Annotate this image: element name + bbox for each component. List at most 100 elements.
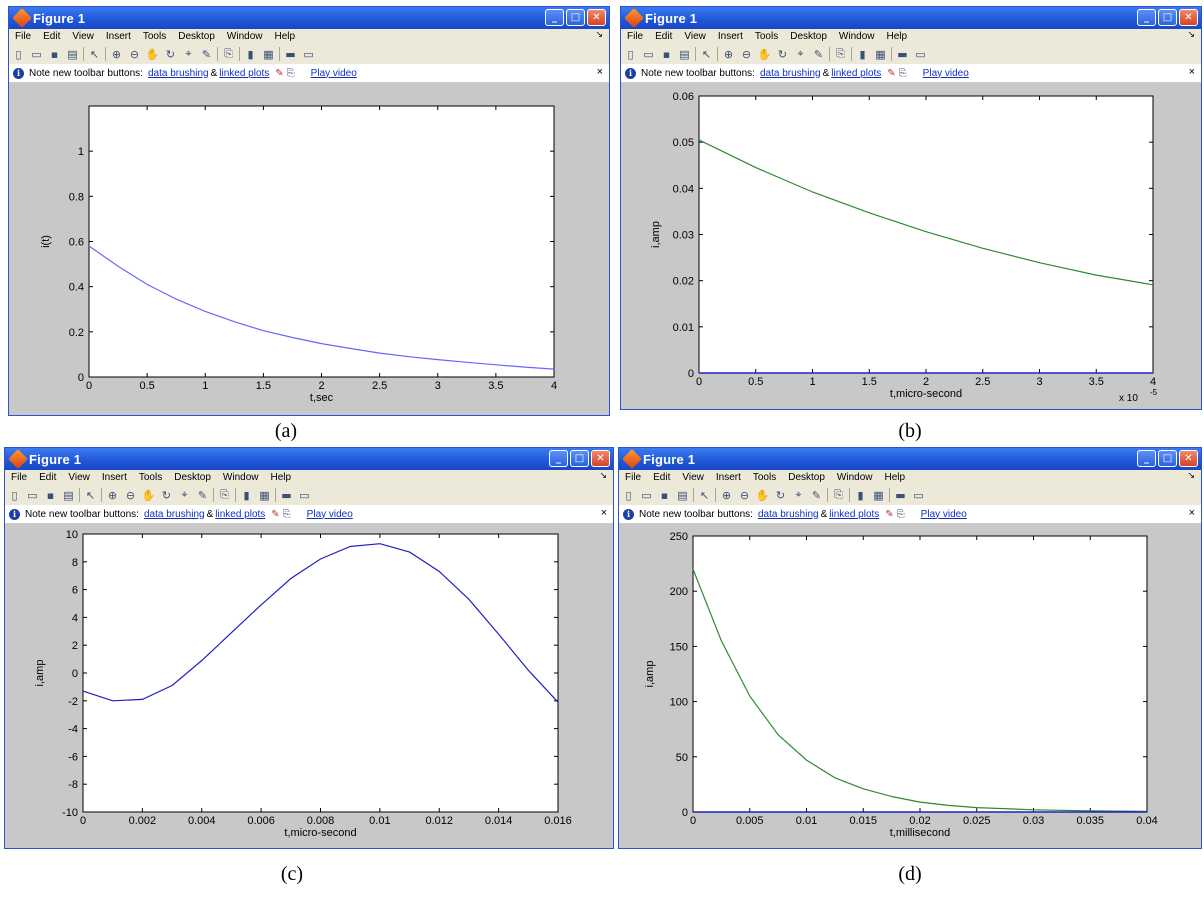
zoom-in-icon[interactable]: ⊕ — [723, 47, 734, 61]
close-button[interactable]: ✕ — [1179, 450, 1198, 467]
play-video-link[interactable]: Play video — [306, 508, 353, 520]
dock-arrow-icon[interactable]: ↘ — [595, 29, 603, 39]
pan-icon[interactable]: ✋ — [145, 47, 160, 61]
menu-help[interactable]: Help — [274, 31, 296, 42]
print-icon[interactable]: ▤ — [679, 47, 690, 61]
menu-window[interactable]: Window — [838, 31, 875, 42]
menu-help[interactable]: Help — [886, 31, 908, 42]
minimize-button[interactable]: _ — [545, 9, 564, 26]
menu-window[interactable]: Window — [222, 472, 259, 483]
hide-tools-icon[interactable]: ▬ — [285, 47, 296, 61]
menu-help[interactable]: Help — [884, 472, 906, 483]
pointer-icon[interactable]: ↖ — [699, 488, 710, 502]
data-brushing-link[interactable]: data brushing — [147, 67, 209, 79]
zoom-in-icon[interactable]: ⊕ — [721, 488, 732, 502]
menu-desktop[interactable]: Desktop — [788, 472, 825, 483]
menu-view[interactable]: View — [682, 472, 704, 483]
link-icon[interactable]: ⎘ — [220, 488, 229, 501]
pan-icon[interactable]: ✋ — [757, 47, 772, 61]
pointer-icon[interactable]: ↖ — [85, 488, 96, 502]
data-brushing-link[interactable]: data brushing — [757, 508, 819, 520]
minimize-button[interactable]: _ — [549, 450, 568, 467]
menu-view[interactable]: View — [684, 31, 706, 42]
open-folder-icon[interactable]: ▭ — [641, 488, 652, 502]
minimize-button[interactable]: _ — [1137, 450, 1156, 467]
menu-view[interactable]: View — [68, 472, 90, 483]
play-video-link[interactable]: Play video — [922, 67, 969, 79]
menu-tools[interactable]: Tools — [138, 472, 163, 483]
save-icon[interactable]: ▪ — [660, 488, 669, 502]
brush-icon[interactable]: ✎ — [197, 488, 208, 502]
open-folder-icon[interactable]: ▭ — [27, 488, 38, 502]
linked-plots-link[interactable]: linked plots — [215, 508, 266, 520]
menu-file[interactable]: File — [625, 472, 642, 483]
note-close-icon[interactable]: × — [596, 66, 603, 78]
linked-plots-link[interactable]: linked plots — [829, 508, 880, 520]
data-cursor-icon[interactable]: ⌖ — [185, 47, 192, 60]
menu-tools[interactable]: Tools — [142, 31, 167, 42]
zoom-out-icon[interactable]: ⊖ — [125, 488, 136, 502]
menu-insert[interactable]: Insert — [717, 31, 743, 42]
dock-arrow-icon[interactable]: ↘ — [1187, 29, 1195, 39]
hide-tools-icon[interactable]: ▬ — [281, 488, 292, 502]
show-tools-icon[interactable]: ▭ — [915, 47, 926, 61]
save-icon[interactable]: ▪ — [46, 488, 55, 502]
zoom-out-icon[interactable]: ⊖ — [739, 488, 750, 502]
pan-icon[interactable]: ✋ — [755, 488, 770, 502]
menu-edit[interactable]: Edit — [39, 472, 57, 483]
open-folder-icon[interactable]: ▭ — [31, 47, 42, 61]
rotate-icon[interactable]: ↻ — [165, 47, 176, 61]
linked-plots-link[interactable]: linked plots — [219, 67, 270, 79]
play-video-link[interactable]: Play video — [920, 508, 967, 520]
new-file-icon[interactable]: ▯ — [11, 488, 18, 502]
save-icon[interactable]: ▪ — [50, 47, 59, 61]
legend-icon[interactable]: ▦ — [259, 488, 270, 502]
legend-icon[interactable]: ▦ — [875, 47, 886, 61]
menu-insert[interactable]: Insert — [105, 31, 131, 42]
maximize-button[interactable]: □ — [566, 9, 585, 26]
hide-tools-icon[interactable]: ▬ — [895, 488, 906, 502]
maximize-button[interactable]: □ — [1158, 450, 1177, 467]
zoom-out-icon[interactable]: ⊖ — [129, 47, 140, 61]
close-button[interactable]: ✕ — [587, 9, 606, 26]
pointer-icon[interactable]: ↖ — [89, 47, 100, 61]
rotate-icon[interactable]: ↻ — [777, 47, 788, 61]
menu-edit[interactable]: Edit — [653, 472, 671, 483]
menu-insert[interactable]: Insert — [715, 472, 741, 483]
show-tools-icon[interactable]: ▭ — [913, 488, 924, 502]
save-icon[interactable]: ▪ — [662, 47, 671, 61]
zoom-out-icon[interactable]: ⊖ — [741, 47, 752, 61]
brush-icon[interactable]: ✎ — [813, 47, 824, 61]
pointer-icon[interactable]: ↖ — [701, 47, 712, 61]
show-tools-icon[interactable]: ▭ — [299, 488, 310, 502]
note-close-icon[interactable]: × — [1188, 66, 1195, 78]
data-brushing-link[interactable]: data brushing — [759, 67, 821, 79]
zoom-in-icon[interactable]: ⊕ — [107, 488, 118, 502]
menu-file[interactable]: File — [15, 31, 32, 42]
menu-help[interactable]: Help — [270, 472, 292, 483]
brush-icon[interactable]: ✎ — [201, 47, 212, 61]
open-folder-icon[interactable]: ▭ — [643, 47, 654, 61]
link-icon[interactable]: ⎘ — [834, 488, 843, 501]
menu-edit[interactable]: Edit — [655, 31, 673, 42]
colorbar-icon[interactable]: ▮ — [243, 488, 250, 502]
print-icon[interactable]: ▤ — [677, 488, 688, 502]
data-cursor-icon[interactable]: ⌖ — [181, 488, 188, 501]
rotate-icon[interactable]: ↻ — [775, 488, 786, 502]
print-icon[interactable]: ▤ — [67, 47, 78, 61]
maximize-button[interactable]: □ — [570, 450, 589, 467]
colorbar-icon[interactable]: ▮ — [857, 488, 864, 502]
legend-icon[interactable]: ▦ — [873, 488, 884, 502]
dock-arrow-icon[interactable]: ↘ — [599, 470, 607, 480]
print-icon[interactable]: ▤ — [63, 488, 74, 502]
data-cursor-icon[interactable]: ⌖ — [797, 47, 804, 60]
colorbar-icon[interactable]: ▮ — [859, 47, 866, 61]
menu-file[interactable]: File — [627, 31, 644, 42]
data-brushing-link[interactable]: data brushing — [143, 508, 205, 520]
note-close-icon[interactable]: × — [1188, 507, 1195, 519]
zoom-in-icon[interactable]: ⊕ — [111, 47, 122, 61]
menu-edit[interactable]: Edit — [43, 31, 61, 42]
menu-desktop[interactable]: Desktop — [790, 31, 827, 42]
note-close-icon[interactable]: × — [600, 507, 607, 519]
play-video-link[interactable]: Play video — [310, 67, 357, 79]
